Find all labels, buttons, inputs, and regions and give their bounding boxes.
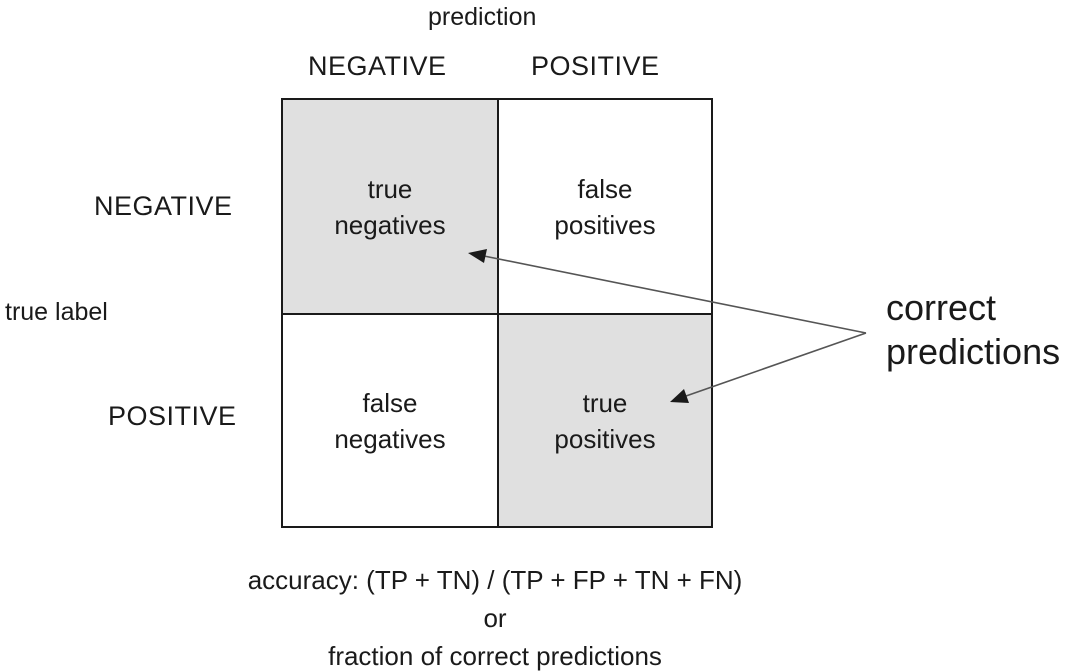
- false-negatives-cell: false negatives: [283, 315, 497, 526]
- true-positives-cell: true positives: [499, 315, 711, 526]
- accuracy-formula: accuracy: (TP + TN) / (TP + FP + TN + FN…: [247, 565, 743, 595]
- true-negatives-line1: true: [367, 173, 413, 204]
- true-positives-line1: true: [582, 387, 628, 418]
- false-positives-line1: false: [577, 173, 633, 204]
- false-positives-line2: positives: [554, 209, 656, 240]
- arrow-to-true-positives: [685, 332, 867, 397]
- formula-or: or: [483, 603, 507, 633]
- true-negative-row-label: NEGATIVE: [94, 191, 233, 221]
- false-negatives-line1: false: [362, 387, 418, 418]
- prediction-positive-label: POSITIVE: [531, 51, 660, 81]
- true-negatives-cell: true negatives: [283, 100, 497, 313]
- arrow-to-true-negatives: [483, 255, 867, 334]
- true-positives-line2: positives: [554, 423, 656, 454]
- callout-line2: predictions: [886, 331, 1061, 372]
- accuracy-description: fraction of correct predictions: [328, 641, 662, 671]
- prediction-negative-label: NEGATIVE: [308, 51, 447, 81]
- true-label-axis-title: true label: [5, 298, 108, 326]
- false-positives-cell: false positives: [499, 100, 711, 313]
- correct-predictions-callout: correct predictions: [886, 286, 1060, 374]
- false-negatives-line2: negatives: [334, 423, 446, 454]
- prediction-axis-title: prediction: [428, 3, 537, 31]
- true-negatives-line2: negatives: [334, 209, 446, 240]
- callout-line1: correct: [886, 287, 997, 328]
- true-positive-row-label: POSITIVE: [108, 401, 237, 431]
- arrowhead-true-negatives-icon: [468, 249, 487, 263]
- arrowhead-true-positives-icon: [670, 389, 689, 403]
- confusion-matrix: true negatives false positives false neg…: [281, 98, 713, 528]
- matrix-horizontal-divider: [283, 313, 711, 315]
